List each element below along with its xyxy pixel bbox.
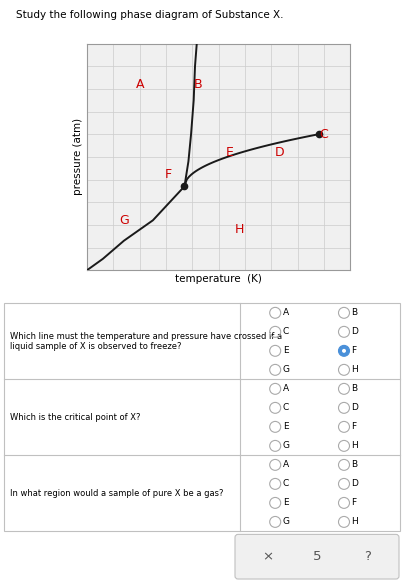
Circle shape bbox=[339, 345, 350, 356]
Text: C: C bbox=[320, 128, 328, 141]
Text: F: F bbox=[352, 422, 357, 431]
Text: H: H bbox=[235, 223, 245, 236]
X-axis label: temperature  (K): temperature (K) bbox=[175, 274, 262, 284]
Text: G: G bbox=[283, 442, 290, 450]
Text: E: E bbox=[283, 346, 288, 356]
Text: D: D bbox=[275, 146, 284, 159]
Text: B: B bbox=[352, 309, 358, 317]
Text: E: E bbox=[225, 146, 233, 159]
Text: A: A bbox=[283, 460, 289, 469]
Text: 5: 5 bbox=[313, 550, 321, 563]
Text: A: A bbox=[136, 78, 144, 91]
Text: Which line must the temperature and pressure have crossed if a
liquid sample of : Which line must the temperature and pres… bbox=[10, 332, 282, 351]
Text: Which is the critical point of X?: Which is the critical point of X? bbox=[10, 413, 141, 422]
Text: G: G bbox=[283, 518, 290, 526]
FancyBboxPatch shape bbox=[4, 303, 400, 532]
Text: In what region would a sample of pure X be a gas?: In what region would a sample of pure X … bbox=[10, 489, 224, 498]
Text: E: E bbox=[283, 498, 288, 507]
Text: D: D bbox=[352, 327, 358, 336]
Text: ?: ? bbox=[364, 550, 371, 563]
Text: C: C bbox=[283, 327, 289, 336]
Text: F: F bbox=[352, 498, 357, 507]
Text: B: B bbox=[352, 385, 358, 393]
Text: F: F bbox=[352, 346, 357, 356]
Text: H: H bbox=[352, 442, 358, 450]
Text: C: C bbox=[283, 479, 289, 489]
Text: D: D bbox=[352, 479, 358, 489]
Text: ×: × bbox=[262, 550, 273, 563]
Text: B: B bbox=[352, 460, 358, 469]
Text: A: A bbox=[283, 385, 289, 393]
Text: H: H bbox=[352, 365, 358, 374]
Text: D: D bbox=[352, 403, 358, 413]
Text: E: E bbox=[283, 422, 288, 431]
Text: G: G bbox=[283, 365, 290, 374]
Text: C: C bbox=[283, 403, 289, 413]
Text: B: B bbox=[193, 78, 202, 91]
Y-axis label: pressure (atm): pressure (atm) bbox=[73, 119, 83, 195]
Text: A: A bbox=[283, 309, 289, 317]
Circle shape bbox=[342, 349, 346, 353]
Text: H: H bbox=[352, 518, 358, 526]
Text: F: F bbox=[165, 168, 172, 181]
FancyBboxPatch shape bbox=[235, 535, 399, 579]
Text: Study the following phase diagram of Substance X.: Study the following phase diagram of Sub… bbox=[16, 10, 283, 20]
Text: G: G bbox=[119, 214, 129, 227]
